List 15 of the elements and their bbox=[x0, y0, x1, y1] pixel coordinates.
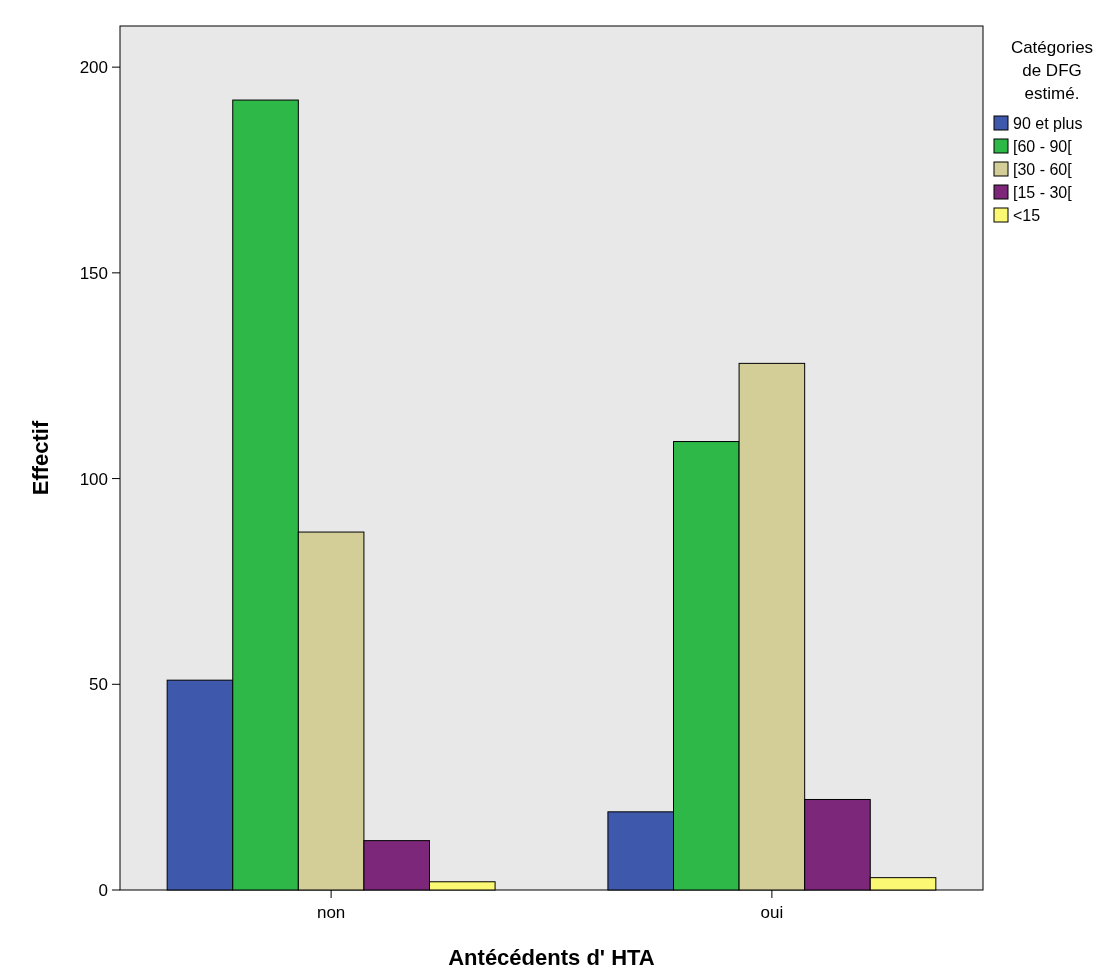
legend-label: [60 - 90[ bbox=[1013, 137, 1073, 155]
legend-label: <15 bbox=[1013, 206, 1041, 224]
y-tick-label: 50 bbox=[89, 675, 108, 695]
y-tick-label: 200 bbox=[79, 58, 108, 78]
legend-label: [30 - 60[ bbox=[1013, 160, 1073, 178]
legend-title: Catégories de DFG estimé. bbox=[1010, 38, 1094, 103]
y-tick-label: 0 bbox=[98, 880, 108, 900]
legend-label: [15 - 30[ bbox=[1013, 183, 1073, 201]
y-axis-title: Effectif bbox=[28, 420, 53, 496]
legend-label: 90 et plus bbox=[1013, 114, 1083, 132]
x-tick-label: oui bbox=[760, 903, 784, 922]
y-tick-label: 150 bbox=[79, 263, 108, 283]
x-tick-label: non bbox=[316, 903, 346, 922]
x-axis-title: Antécédents d' HTA bbox=[448, 945, 655, 970]
y-tick-label: 100 bbox=[79, 469, 108, 489]
